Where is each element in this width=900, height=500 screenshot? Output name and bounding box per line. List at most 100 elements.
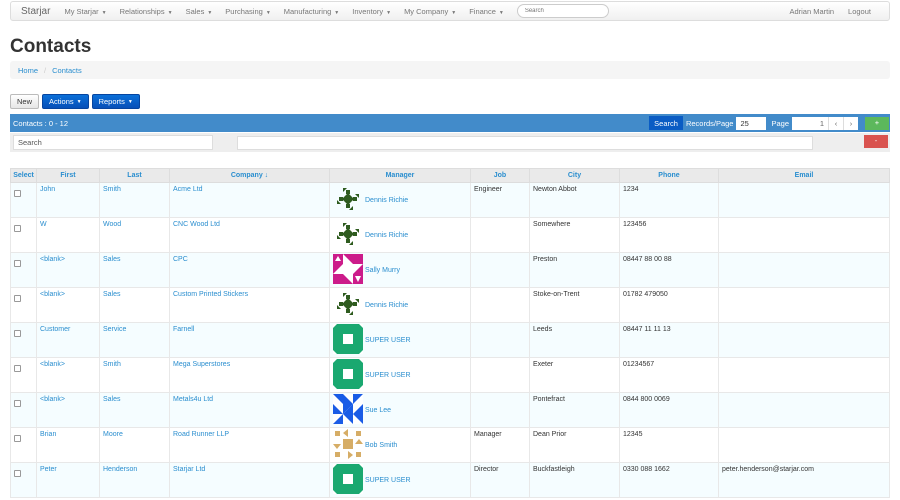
last-name-link[interactable]: Service — [99, 322, 170, 358]
manager-link[interactable]: SUPER USER — [365, 371, 411, 379]
email-cell — [718, 392, 890, 428]
phone-cell: 01782 479050 — [619, 287, 719, 323]
row-select-checkbox[interactable] — [14, 365, 21, 372]
nav-menu-sales[interactable]: Sales ▼ — [186, 7, 213, 16]
nav-menu-my-company[interactable]: My Company ▼ — [404, 7, 456, 16]
nav-menu-inventory[interactable]: Inventory ▼ — [352, 7, 391, 16]
company-link[interactable]: Metals4u Ltd — [169, 392, 330, 428]
brand-logo[interactable]: Starjar — [21, 5, 51, 17]
remove-filter-button[interactable]: - — [864, 135, 888, 148]
column-header[interactable]: Select — [10, 168, 37, 183]
column-header[interactable]: Job — [470, 168, 530, 183]
manager-link[interactable]: Dennis Richie — [365, 196, 409, 204]
actions-label: Actions — [49, 97, 74, 106]
column-header[interactable]: Email — [718, 168, 890, 183]
last-name-link[interactable]: Smith — [99, 357, 170, 393]
row-select-checkbox[interactable] — [14, 295, 21, 302]
last-name-link[interactable]: Wood — [99, 217, 170, 253]
add-filter-button[interactable]: + — [865, 116, 889, 130]
table-row[interactable]: John Smith Acme Ltd Dennis Richie Engine… — [10, 182, 890, 218]
column-header[interactable]: Last — [99, 168, 170, 183]
row-select-checkbox[interactable] — [14, 400, 21, 407]
table-row[interactable]: <blank> Sales Metals4u Ltd Sue Lee Ponte… — [10, 392, 890, 428]
table-row[interactable]: <blank> Sales Custom Printed Stickers De… — [10, 287, 890, 323]
row-select-checkbox[interactable] — [14, 470, 21, 477]
page-number-input[interactable]: 1 — [792, 116, 828, 130]
first-name-link[interactable]: <blank> — [36, 357, 100, 393]
manager-avatar-icon — [333, 219, 363, 251]
breadcrumb-home[interactable]: Home — [18, 65, 39, 75]
caret-down-icon: ▼ — [265, 9, 271, 16]
caret-down-icon: ▼ — [207, 9, 213, 16]
manager-link[interactable]: Sue Lee — [365, 406, 392, 414]
table-row[interactable]: <blank> Sales CPC Sally Murry Preston 08… — [10, 252, 890, 288]
last-name-link[interactable]: Sales — [99, 287, 170, 323]
manager-link[interactable]: Bob Smith — [365, 441, 398, 449]
company-link[interactable]: Mega Superstores — [169, 357, 330, 393]
first-name-link[interactable]: Customer — [36, 322, 100, 358]
actions-button[interactable]: Actions ▼ — [42, 94, 89, 109]
last-name-link[interactable]: Smith — [99, 182, 170, 218]
first-name-link[interactable]: <blank> — [36, 252, 100, 288]
prev-page-button[interactable]: ‹ — [828, 116, 843, 130]
search-button[interactable]: Search — [649, 116, 683, 130]
breadcrumb-contacts[interactable]: Contacts — [52, 65, 82, 75]
nav-menu-my-starjar[interactable]: My Starjar ▼ — [64, 7, 106, 16]
next-page-button[interactable]: › — [843, 116, 858, 130]
manager-link[interactable]: Dennis Richie — [365, 301, 409, 309]
phone-cell: 08447 11 11 13 — [619, 322, 719, 358]
column-header[interactable]: City — [529, 168, 620, 183]
global-search-input[interactable] — [516, 4, 609, 18]
first-name-link[interactable]: <blank> — [36, 287, 100, 323]
column-header[interactable]: Phone — [619, 168, 719, 183]
records-per-page-input[interactable]: 25 — [736, 116, 767, 130]
last-name-link[interactable]: Henderson — [99, 462, 170, 498]
column-header[interactable]: Manager — [329, 168, 471, 183]
filter-search-input[interactable]: Search — [13, 135, 213, 150]
job-cell — [470, 252, 530, 288]
last-name-link[interactable]: Moore — [99, 427, 170, 463]
table-row[interactable]: Peter Henderson Starjar Ltd SUPER USER D… — [10, 462, 890, 498]
first-name-link[interactable]: Peter — [36, 462, 100, 498]
manager-link[interactable]: Dennis Richie — [365, 231, 409, 239]
manager-avatar-icon — [333, 429, 363, 461]
manager-link[interactable]: Sally Murry — [365, 266, 401, 274]
first-name-link[interactable]: Brian — [36, 427, 100, 463]
first-name-link[interactable]: John — [36, 182, 100, 218]
nav-menu-finance[interactable]: Finance ▼ — [469, 7, 504, 16]
reports-button[interactable]: Reports ▼ — [91, 94, 140, 109]
company-link[interactable]: Custom Printed Stickers — [169, 287, 330, 323]
column-header[interactable]: First — [36, 168, 100, 183]
table-row[interactable]: Customer Service Farnell SUPER USER Leed… — [10, 322, 890, 358]
row-select-checkbox[interactable] — [14, 330, 21, 337]
nav-menu-purchasing[interactable]: Purchasing ▼ — [225, 7, 270, 16]
last-name-link[interactable]: Sales — [99, 392, 170, 428]
new-button[interactable]: New — [10, 94, 40, 109]
row-select-checkbox[interactable] — [14, 225, 21, 232]
company-link[interactable]: Acme Ltd — [169, 182, 330, 218]
first-name-link[interactable]: W — [36, 217, 100, 253]
row-select-checkbox[interactable] — [14, 435, 21, 442]
company-link[interactable]: CPC — [169, 252, 330, 288]
company-link[interactable]: Starjar Ltd — [169, 462, 330, 498]
user-menu[interactable]: Adrian Martin — [789, 6, 835, 16]
column-header[interactable]: Company ↓ — [169, 168, 330, 183]
company-link[interactable]: Road Runner LLP — [169, 427, 330, 463]
company-link[interactable]: CNC Wood Ltd — [169, 217, 330, 253]
last-name-link[interactable]: Sales — [99, 252, 170, 288]
row-select-checkbox[interactable] — [14, 190, 21, 197]
table-row[interactable]: Brian Moore Road Runner LLP Bob Smith Ma… — [10, 427, 890, 463]
nav-menu-manufacturing[interactable]: Manufacturing ▼ — [284, 7, 339, 16]
logout-link[interactable]: Logout — [848, 6, 871, 16]
table-row[interactable]: W Wood CNC Wood Ltd Dennis Richie Somewh… — [10, 217, 890, 253]
manager-link[interactable]: SUPER USER — [365, 336, 411, 344]
nav-menu-relationships[interactable]: Relationships ▼ — [120, 7, 173, 16]
filter-value-input[interactable] — [237, 136, 813, 150]
table-row[interactable]: <blank> Smith Mega Superstores SUPER USE… — [10, 357, 890, 393]
city-cell: Leeds — [529, 322, 620, 358]
first-name-link[interactable]: <blank> — [36, 392, 100, 428]
row-select-checkbox[interactable] — [14, 260, 21, 267]
manager-link[interactable]: SUPER USER — [365, 476, 411, 484]
company-link[interactable]: Farnell — [169, 322, 330, 358]
job-cell: Engineer — [470, 182, 530, 218]
